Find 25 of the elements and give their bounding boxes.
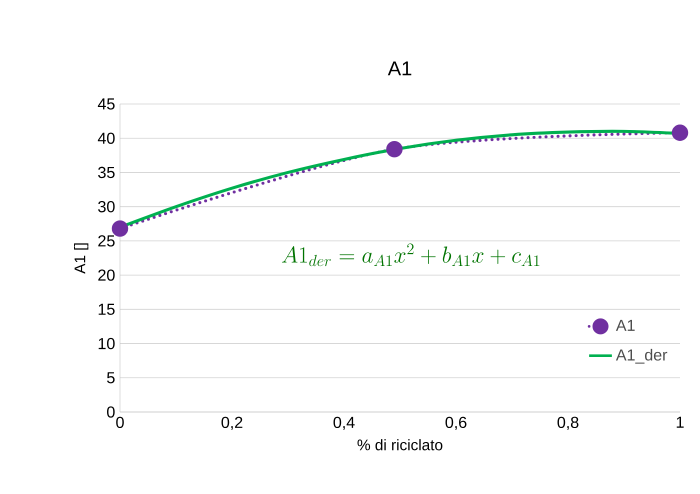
y-tick-label: 45 [98, 98, 115, 110]
y-tick-label: 20 [98, 269, 115, 281]
y-tick-label: 0 [107, 406, 115, 418]
y-tick-label: 15 [98, 304, 115, 315]
y-tick-label: 5 [107, 372, 115, 384]
y-tick-label: 40 [98, 132, 115, 144]
point [112, 220, 128, 237]
annotation: $A1_{der} = a_{A1}x^2 + b_{A1}x + c_{A1}$ [282, 244, 540, 266]
chart-title: A1 [388, 62, 412, 76]
y-tick-label: 10 [98, 338, 115, 350]
x-tick-label: 0,4 [334, 416, 355, 430]
x-axis-title: % di riciclato [358, 439, 442, 450]
legend-label: A1_der [616, 348, 668, 364]
x-tick-label: 0,6 [446, 416, 466, 430]
legend-label: A1 [616, 320, 635, 331]
x-tick-label: 0,8 [558, 416, 578, 430]
point [386, 140, 403, 158]
y-tick-label: 30 [98, 201, 115, 212]
y-axis-title: A1 [] [74, 243, 88, 274]
y-tick-label: 35 [98, 166, 115, 178]
x-tick-label: 1 [676, 416, 684, 428]
y-tick-label: 25 [98, 235, 115, 247]
point [672, 124, 688, 141]
x-tick-label: 0,2 [222, 416, 242, 430]
x-tick-label: 0 [116, 416, 124, 428]
